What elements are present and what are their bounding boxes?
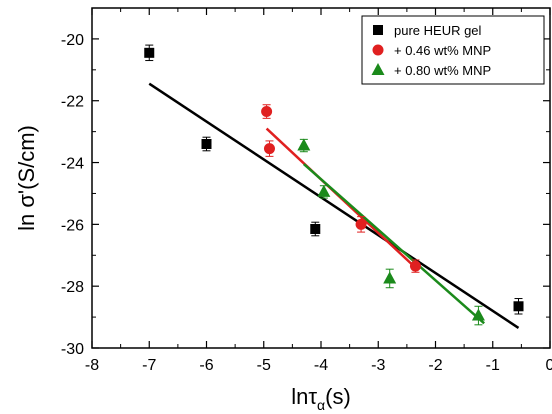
legend: pure HEUR gel + 0.46 wt% MNP + 0.80 wt% MN… — [361, 15, 545, 85]
data-point — [317, 184, 331, 197]
data-point — [263, 143, 275, 155]
x-tick-label: 0 — [546, 357, 552, 374]
y-axis-title: ln σ'(S/cm) — [14, 125, 39, 231]
x-tick-label: -5 — [257, 357, 271, 374]
data-point — [310, 224, 321, 234]
legend-label: + 0.46 wt% MNP — [394, 43, 491, 58]
data-point — [144, 47, 155, 58]
y-tick-label: -26 — [61, 217, 84, 234]
data-point — [471, 308, 485, 321]
legend-box — [361, 15, 545, 85]
x-axis-ticks: -8 -7 -6 -5 -4 -3 -2 -1 0 — [85, 8, 552, 374]
x-axis-title-suffix: (s) — [325, 384, 351, 409]
x-tick-label: -6 — [199, 357, 213, 374]
data-point — [201, 139, 212, 149]
y-tick-label: -28 — [61, 279, 84, 296]
y-axis-ticks: -30 -28 -26 -24 -22 -20 — [61, 32, 550, 358]
data-point — [383, 271, 397, 284]
data-point — [409, 260, 421, 272]
legend-marker — [373, 25, 383, 35]
x-tick-label: -3 — [371, 357, 385, 374]
y-tick-label: -22 — [61, 94, 84, 111]
x-axis-title: lnτα(s) — [291, 384, 351, 413]
x-tick-label: -8 — [85, 357, 99, 374]
legend-marker — [372, 44, 384, 56]
fit-line — [302, 163, 485, 325]
x-axis-title-subscript: α — [317, 397, 325, 413]
data-point — [297, 138, 311, 151]
legend-label: pure HEUR gel — [394, 23, 482, 38]
x-axis-title-main: lnτ — [291, 384, 317, 409]
fit-lines — [148, 82, 520, 329]
y-tick-label: -30 — [61, 341, 84, 358]
x-tick-label: -4 — [314, 357, 328, 374]
data-point — [513, 301, 524, 312]
y-tick-label: -24 — [61, 156, 84, 173]
data-point — [355, 218, 367, 230]
legend-label: + 0.80 wt% MNP — [394, 63, 491, 78]
x-tick-label: -2 — [428, 357, 442, 374]
y-tick-label: -20 — [61, 32, 84, 49]
fit-line — [148, 82, 520, 329]
legend-marker — [371, 63, 385, 75]
x-tick-label: -7 — [142, 357, 156, 374]
x-tick-label: -1 — [486, 357, 500, 374]
data-point — [261, 106, 273, 118]
data-points — [144, 44, 524, 326]
